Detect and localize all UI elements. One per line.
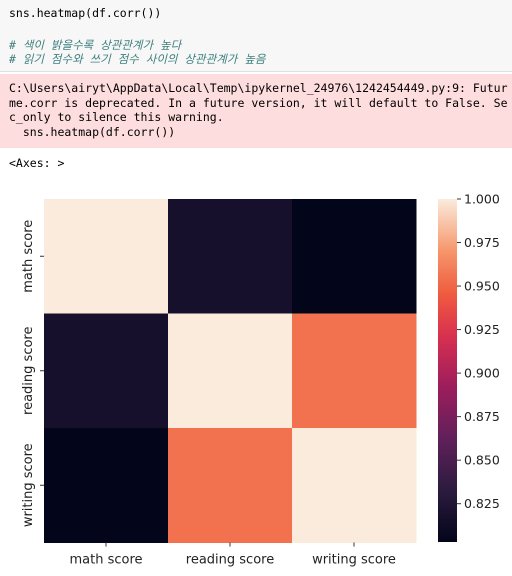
colorbar [438, 199, 457, 542]
heatmap-cell [44, 199, 169, 314]
colorbar-tick-label: 0.925 [464, 322, 500, 337]
stderr-line: me.corr is deprecated. In a future versi… [9, 95, 508, 110]
stderr-line: c_only to silence this warning. [9, 110, 224, 124]
heatmap-cell [168, 199, 293, 314]
code-line: sns.heatmap(df.corr()) [9, 6, 162, 20]
y-tick-label: math score [21, 220, 36, 293]
code-cell[interactable]: sns.heatmap(df.corr()) # 색이 밝을수록 상관관계가 높… [0, 0, 512, 72]
colorbar-tick-label: 0.875 [464, 409, 500, 424]
heatmap-cell [44, 313, 169, 429]
code-comment: # 읽기 점수와 쓰기 점수 사이의 상관관계가 높음 [9, 52, 266, 66]
y-tick-label: reading score [21, 327, 36, 415]
heatmap-cell [168, 428, 293, 543]
x-tick-label: writing score [312, 553, 396, 568]
axes-repr: <Axes: > [9, 156, 65, 170]
stderr-output: C:\Users\airyt\AppData\Local\Temp\ipyker… [0, 74, 512, 148]
colorbar-tick-label: 0.850 [464, 453, 500, 468]
heatmap-chart: math score reading score writing score mat… [21, 192, 500, 568]
y-tick-label: writing score [21, 443, 36, 527]
colorbar-tick-label: 0.950 [464, 279, 500, 294]
colorbar-tick-label: 0.825 [464, 496, 500, 511]
colorbar-tick-label: 1.000 [464, 192, 500, 207]
stderr-line: C:\Users\airyt\AppData\Local\Temp\ipyker… [9, 81, 508, 95]
code-comment: # 색이 밝을수록 상관관계가 높다 [9, 38, 182, 52]
heatmap-cell [292, 428, 417, 543]
heatmap-cell [44, 428, 169, 543]
heatmap-cell [292, 199, 417, 314]
heatmap-cell [292, 313, 417, 429]
stderr-line: sns.heatmap(df.corr()) [9, 124, 176, 139]
colorbar-tick-label: 0.975 [464, 235, 500, 250]
x-tick-label: reading score [186, 553, 274, 568]
x-tick-label: math score [69, 553, 142, 568]
colorbar-tick-label: 0.900 [464, 366, 500, 381]
heatmap-cell [168, 313, 293, 429]
